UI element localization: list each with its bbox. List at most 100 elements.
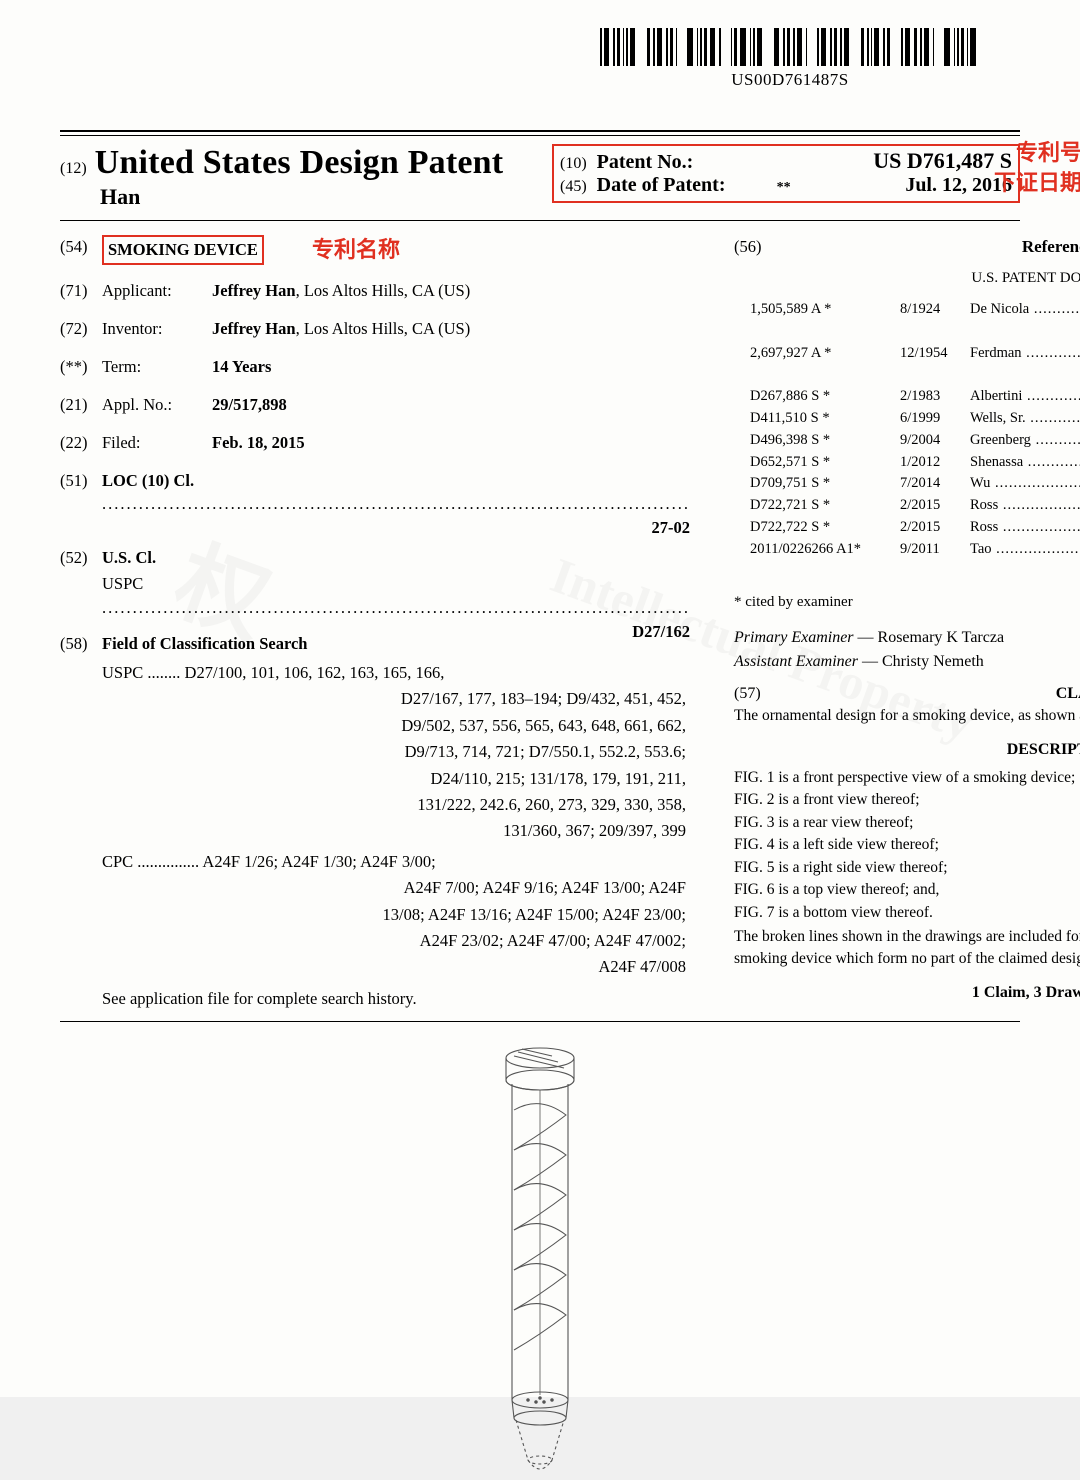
ref-num: 1,505,589 A * (750, 299, 900, 321)
ref-author: Ferdman (970, 345, 1080, 361)
ref-date: 2/2015 (900, 495, 970, 517)
appl-no-value: 29/517,898 (212, 393, 690, 417)
fig-line: FIG. 1 is a front perspective view of a … (734, 767, 1080, 789)
code-12: (12) (60, 160, 87, 178)
field-label: Filed: (102, 431, 212, 455)
ref-author: Albertini (970, 388, 1080, 404)
field-56: (56) References Cited (734, 235, 1080, 268)
references-table: 1,505,589 A *8/1924De NicolaF21V 35/00 4… (750, 299, 1080, 582)
ref-num: D496,398 S * (750, 430, 900, 452)
loc-value: 27-02 (652, 516, 691, 540)
field-58: (58) Field of Classification Search (60, 632, 632, 656)
fig-line: FIG. 4 is a left side view thereof; (734, 834, 1080, 856)
cpc-search-line: A24F 7/00; A24F 9/16; A24F 13/00; A24F (102, 875, 690, 901)
cpc-search-line: 13/08; A24F 13/16; A24F 15/00; A24F 23/0… (102, 902, 690, 928)
claim-sheet-count: 1 Claim, 3 Drawing Sheets (734, 981, 1080, 1004)
patent-no-label: Patent No.: (597, 151, 767, 174)
field-num: (54) (60, 235, 102, 265)
field-71: (71) Applicant: Jeffrey Han, Los Altos H… (60, 279, 690, 303)
fig-line: FIG. 6 is a top view thereof; and, (734, 879, 1080, 901)
annotation-patent-no: 专利号 (1016, 135, 1080, 167)
header-row: (12) United States Design Patent Han (10… (60, 144, 1020, 210)
see-application-note: See application file for complete search… (102, 987, 690, 1011)
description-heading: DESCRIPTION (734, 738, 1080, 761)
ref-date: 9/2004 (900, 430, 970, 452)
uspc-label: USPC (102, 574, 143, 593)
doc-type-title: United States Design Patent (95, 144, 504, 182)
field-num: (51) (60, 469, 102, 541)
uspc-search-line: D27/167, 177, 183–194; D9/432, 451, 452, (102, 686, 690, 712)
ref-author: De Nicola (970, 301, 1080, 317)
field-num: (71) (60, 279, 102, 303)
rule-top-thin (60, 135, 1020, 136)
field-num: (72) (60, 317, 102, 341)
description-body: FIG. 1 is a front perspective view of a … (734, 767, 1080, 971)
field-num: (22) (60, 431, 102, 455)
date-of-patent-label: Date of Patent: (597, 174, 767, 197)
uspc-search-line: 131/360, 367; 209/397, 399 (102, 818, 690, 844)
field-num: (**) (60, 355, 102, 379)
body-columns: (54) SMOKING DEVICE (71) Applicant: Jeff… (60, 235, 1020, 1011)
cpc-search-line: A24F 23/02; A24F 47/00; A24F 47/002; (102, 928, 690, 954)
ref-author: Greenberg (970, 432, 1080, 448)
ref-row: D496,398 S *9/2004GreenbergD19/163 (750, 430, 1080, 452)
ref-date: 1/2012 (900, 452, 970, 474)
ref-num: 2011/0226266 A1* (750, 539, 900, 561)
barcode (600, 28, 980, 66)
ref-author: Wells, Sr. (970, 410, 1080, 426)
field-58-label: Field of Classification Search (102, 632, 632, 656)
claim-row: (57) CLAIM (734, 682, 1080, 705)
uspc-search-block: USPC ........ D27/100, 101, 106, 162, 16… (102, 660, 690, 845)
annotation-title: 专利名称 (312, 232, 400, 264)
code-10: (10) (560, 155, 587, 173)
field-21: (21) Appl. No.: 29/517,898 (60, 393, 690, 417)
ref-date: 12/1954 (900, 343, 970, 365)
ref-row: 131/185 (750, 560, 1080, 582)
patent-page: 权 Intellectual Property 专利号 下证日期 专利名称 US… (0, 0, 1080, 1397)
ref-num: D722,722 S * (750, 517, 900, 539)
field-72: (72) Inventor: Jeffrey Han, Los Altos Hi… (60, 317, 690, 341)
ref-date: 9/2011 (900, 539, 970, 561)
field-num: (58) (60, 632, 102, 656)
rule-under-body (60, 1021, 1020, 1022)
inventor-name: Jeffrey Han (212, 319, 296, 338)
left-column: (54) SMOKING DEVICE (71) Applicant: Jeff… (60, 235, 712, 1011)
field-num: (52) (60, 546, 102, 570)
ref-author: Ross (970, 497, 1080, 513)
field-51: (51) LOC (10) Cl. 27-02 (60, 469, 690, 541)
references-cited-title: References Cited (776, 235, 1080, 260)
claim-heading: CLAIM (776, 682, 1080, 705)
ref-date: 7/2014 (900, 473, 970, 495)
field-label: Appl. No.: (102, 393, 212, 417)
field-52: (52) U.S. Cl. (60, 546, 690, 570)
ref-author: Tao (970, 541, 1080, 557)
primary-examiner-label: Primary Examiner (734, 629, 854, 646)
header-left: (12) United States Design Patent Han (60, 144, 540, 210)
uspc-search-line: D24/110, 215; 131/178, 179, 191, 211, (102, 766, 690, 792)
references-subheading: U.S. PATENT DOCUMENTS (734, 268, 1080, 290)
barcode-text: US00D761487S (600, 70, 980, 90)
ref-date: 2/1983 (900, 386, 970, 408)
uspc-search-line: USPC ........ D27/100, 101, 106, 162, 16… (102, 660, 690, 686)
field-label: Inventor: (102, 317, 212, 341)
field-term: (**) Term: 14 Years (60, 355, 690, 379)
patent-no-value: US D761,487 S (873, 148, 1012, 174)
fig-line: FIG. 7 is a bottom view thereof. (734, 902, 1080, 924)
assignee-name: Han (100, 184, 528, 210)
field-value: Jeffrey Han, Los Altos Hills, CA (US) (212, 279, 690, 303)
ref-num: D652,571 S * (750, 452, 900, 474)
uspc-line: USPC D27/162 (102, 572, 690, 620)
uscl-label: U.S. Cl. (102, 546, 690, 570)
rule-under-header (60, 220, 1020, 221)
ref-row: 1,505,589 A *8/1924De NicolaF21V 35/00 (750, 299, 1080, 321)
field-label: Applicant: (102, 279, 212, 303)
uspc-search-line: D9/713, 714, 721; D7/550.1, 552.2, 553.6… (102, 739, 690, 765)
ref-row: 431/290 (750, 365, 1080, 387)
barcode-block: US00D761487S (600, 28, 980, 90)
applicant-rest: , Los Altos Hills, CA (US) (296, 281, 471, 300)
loc-line: LOC (10) Cl. 27-02 (102, 469, 690, 541)
date-prior-stars: ** (777, 180, 791, 196)
fig-line: FIG. 5 is a right side view thereof; (734, 857, 1080, 879)
ref-row: 2011/0226266 A1*9/2011TaoA24F 3/00 (750, 539, 1080, 561)
fig-line: FIG. 2 is a front view thereof; (734, 789, 1080, 811)
